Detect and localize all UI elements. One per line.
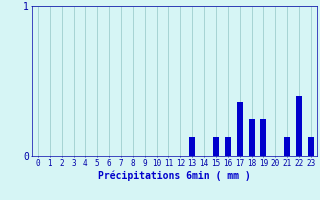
Bar <box>296 96 302 156</box>
Bar <box>308 137 314 156</box>
Bar <box>260 118 266 156</box>
Bar <box>249 118 254 156</box>
Bar <box>284 137 290 156</box>
Bar <box>225 137 231 156</box>
Bar <box>237 102 243 156</box>
Bar <box>189 137 195 156</box>
Bar <box>213 137 219 156</box>
X-axis label: Précipitations 6min ( mm ): Précipitations 6min ( mm ) <box>98 171 251 181</box>
